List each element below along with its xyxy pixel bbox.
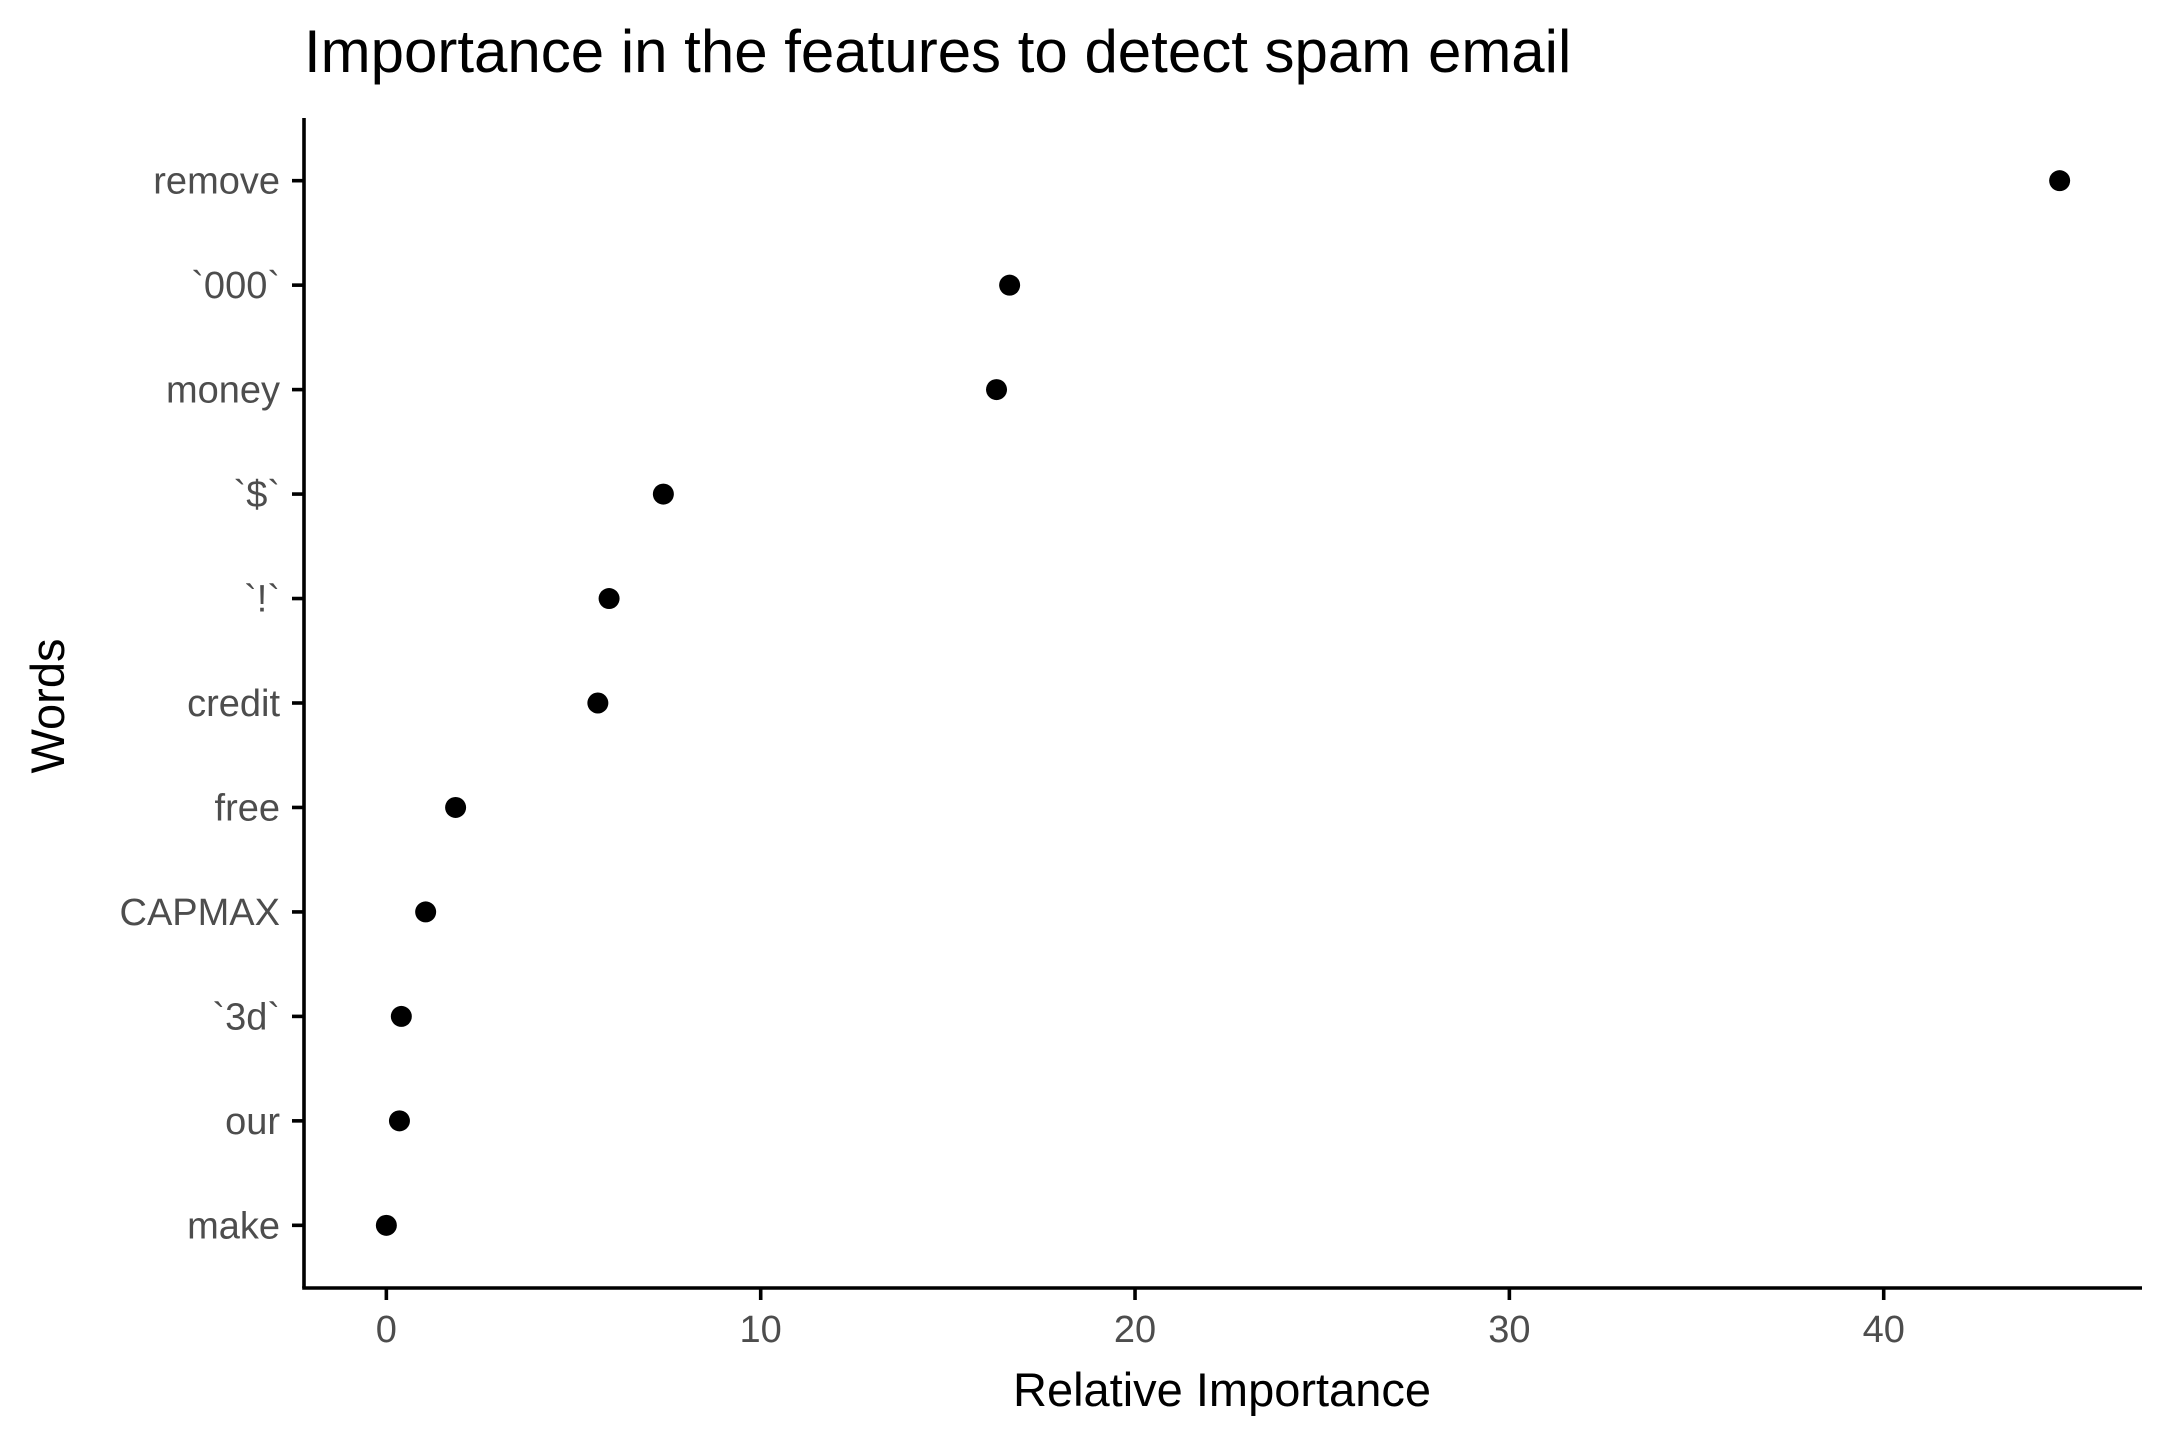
y-tick-label: `3d` xyxy=(212,996,280,1038)
x-tick-label: 40 xyxy=(1863,1309,1905,1351)
data-point xyxy=(388,1110,410,1132)
y-tick-label: free xyxy=(215,787,280,829)
y-tick-label: credit xyxy=(187,683,280,725)
y-tick-label: CAPMAX xyxy=(120,892,280,934)
data-point xyxy=(999,274,1021,296)
data-point xyxy=(415,901,437,923)
data-points xyxy=(375,170,2071,1236)
x-tick-label: 30 xyxy=(1488,1309,1530,1351)
data-point xyxy=(375,1214,397,1236)
y-tick-label: money xyxy=(166,370,280,412)
y-axis-ticks: make our `3d` CAPMAX free credit `!` `$` money `0… xyxy=(120,161,304,1247)
data-point xyxy=(445,796,467,818)
x-axis-ticks: 0 10 20 30 40 xyxy=(376,1288,1905,1351)
y-tick-label: `000` xyxy=(191,265,280,307)
data-point xyxy=(587,692,609,714)
data-point xyxy=(652,483,674,505)
data-point xyxy=(598,588,620,610)
x-tick-label: 20 xyxy=(1114,1309,1156,1351)
y-axis-title: Words xyxy=(21,639,74,774)
data-point xyxy=(390,1005,412,1027)
x-axis-title: Relative Importance xyxy=(1013,1363,1431,1416)
data-point xyxy=(986,379,1008,401)
chart-title: Importance in the features to detect spa… xyxy=(304,18,1571,85)
y-tick-label: make xyxy=(187,1205,280,1247)
x-tick-label: 10 xyxy=(740,1309,782,1351)
x-tick-label: 0 xyxy=(376,1309,397,1351)
y-tick-label: `!` xyxy=(244,579,280,621)
y-tick-label: remove xyxy=(153,161,280,203)
data-point xyxy=(2049,170,2071,192)
y-tick-label: `$` xyxy=(234,474,280,516)
y-tick-label: our xyxy=(225,1101,280,1143)
